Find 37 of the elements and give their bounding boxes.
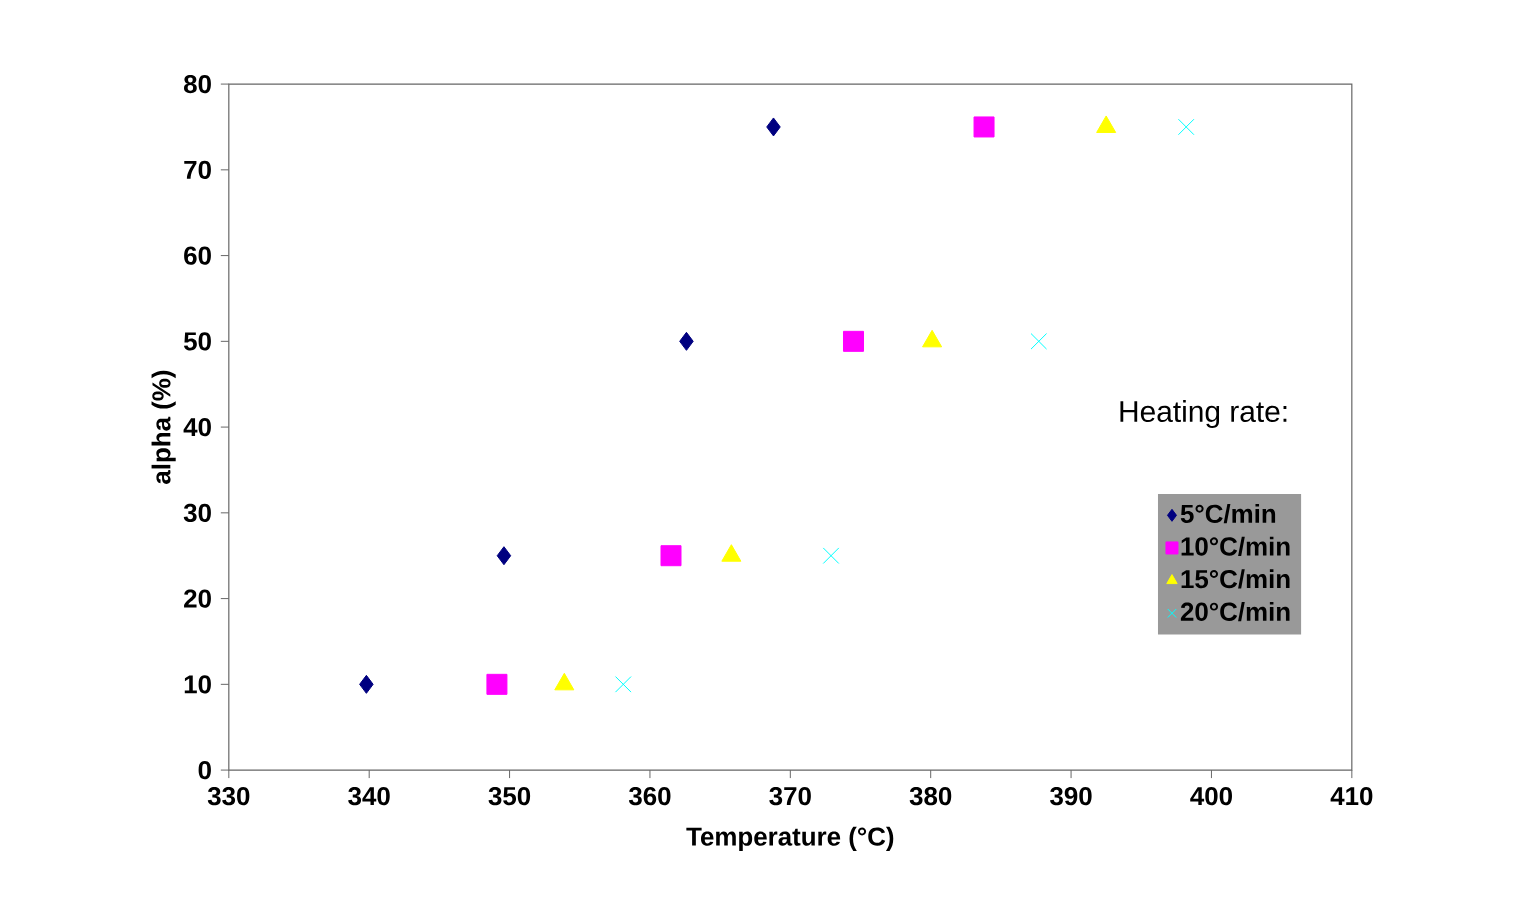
y-tick-label: 10 xyxy=(184,675,211,694)
x-tick-label: 400 xyxy=(1190,786,1232,806)
point xyxy=(766,117,781,137)
y-tick-label: 50 xyxy=(183,332,211,351)
legend-label: 10°C/min xyxy=(1181,536,1290,556)
y-tick-label: 30 xyxy=(183,503,211,523)
point xyxy=(679,331,694,351)
y-tick-label: 70 xyxy=(184,160,211,179)
y-tick-label: 40 xyxy=(183,417,211,437)
point xyxy=(615,676,632,693)
x-tick-label: 360 xyxy=(628,786,671,806)
point xyxy=(660,545,682,567)
legend-title: Heating rate: xyxy=(1120,400,1287,428)
legend-label: 15°C/min xyxy=(1181,569,1290,589)
point xyxy=(822,547,840,564)
point xyxy=(486,673,508,695)
point xyxy=(1030,333,1048,350)
y-tick-label: 60 xyxy=(184,246,211,265)
y-tick-label: 20 xyxy=(184,589,211,608)
x-tick-label: 390 xyxy=(1050,786,1092,806)
x-tick-label: 350 xyxy=(488,786,531,806)
x-tick-label: 410 xyxy=(1330,786,1373,806)
y-tick-label: 80 xyxy=(184,74,211,94)
x-tick-label: 340 xyxy=(348,786,390,806)
point xyxy=(1177,118,1195,136)
point xyxy=(496,546,512,566)
x-tick-label: 330 xyxy=(207,786,250,806)
x-tick-label: 370 xyxy=(769,786,811,806)
legend-label: 20°C/min xyxy=(1180,601,1290,622)
x-axis-title: Temperature (°C) xyxy=(686,826,894,851)
x-tick-label: 380 xyxy=(909,786,952,806)
point xyxy=(359,674,374,694)
y-tick-label: 0 xyxy=(198,760,211,780)
legend-label: 5°C/min xyxy=(1180,504,1276,524)
point xyxy=(842,330,864,352)
y-axis-title: alpha (%) xyxy=(151,370,176,484)
point xyxy=(973,116,995,138)
